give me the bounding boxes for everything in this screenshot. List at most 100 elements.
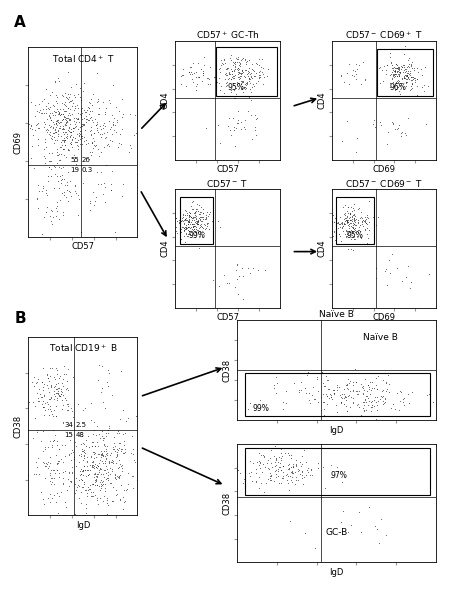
Point bbox=[86, 104, 93, 113]
Point bbox=[191, 208, 198, 218]
Point bbox=[89, 89, 96, 99]
Point bbox=[365, 382, 372, 392]
Point bbox=[62, 120, 69, 129]
Point bbox=[343, 406, 350, 416]
Point bbox=[272, 457, 279, 466]
Point bbox=[336, 222, 344, 231]
Point bbox=[397, 65, 404, 74]
Point bbox=[338, 218, 346, 228]
Point bbox=[40, 410, 48, 420]
Point bbox=[230, 72, 237, 81]
Point bbox=[391, 66, 399, 76]
Point bbox=[394, 79, 402, 88]
Point bbox=[360, 405, 368, 414]
Point bbox=[195, 231, 202, 240]
Point bbox=[55, 390, 63, 400]
Point bbox=[364, 381, 372, 390]
Point bbox=[335, 230, 342, 239]
Point bbox=[341, 392, 349, 401]
Point bbox=[367, 398, 374, 407]
Point bbox=[76, 92, 83, 102]
Point bbox=[59, 144, 67, 154]
Point bbox=[279, 467, 286, 477]
Point bbox=[399, 75, 406, 84]
Point bbox=[178, 214, 185, 223]
Point bbox=[360, 398, 368, 407]
Point bbox=[241, 85, 248, 94]
Point bbox=[119, 492, 127, 501]
Point bbox=[86, 205, 94, 215]
Point bbox=[44, 176, 51, 185]
Point bbox=[103, 474, 111, 483]
Point bbox=[228, 75, 235, 84]
Point bbox=[62, 369, 70, 379]
Point bbox=[59, 104, 67, 114]
Point bbox=[38, 399, 46, 408]
Point bbox=[103, 449, 111, 458]
Point bbox=[86, 110, 93, 119]
Point bbox=[180, 218, 187, 228]
Point bbox=[61, 466, 69, 476]
Point bbox=[396, 67, 404, 76]
Point bbox=[400, 73, 408, 83]
Point bbox=[409, 57, 416, 66]
Point bbox=[346, 215, 354, 224]
Point bbox=[109, 121, 117, 130]
Point bbox=[49, 436, 56, 446]
Point bbox=[349, 218, 356, 228]
Point bbox=[89, 479, 97, 488]
Point bbox=[382, 66, 390, 75]
Point bbox=[330, 389, 338, 398]
Point bbox=[336, 220, 344, 229]
Point bbox=[54, 385, 61, 394]
Point bbox=[64, 117, 71, 126]
Point bbox=[73, 137, 81, 147]
Point bbox=[95, 461, 102, 471]
X-axis label: CD57: CD57 bbox=[216, 165, 239, 175]
Point bbox=[69, 413, 77, 422]
Point bbox=[268, 458, 275, 468]
Point bbox=[230, 65, 237, 74]
Point bbox=[91, 453, 98, 462]
Point bbox=[395, 70, 403, 80]
Point bbox=[341, 208, 349, 217]
Point bbox=[49, 110, 56, 120]
Point bbox=[343, 68, 350, 78]
Point bbox=[202, 213, 210, 222]
Point bbox=[49, 131, 56, 140]
Point bbox=[76, 139, 83, 149]
Point bbox=[237, 72, 245, 81]
Point bbox=[43, 369, 50, 378]
Point bbox=[65, 145, 73, 155]
Point bbox=[272, 372, 280, 381]
Point bbox=[396, 387, 403, 396]
Point bbox=[307, 465, 314, 475]
Point bbox=[94, 98, 101, 107]
Point bbox=[53, 116, 60, 126]
Point bbox=[259, 63, 267, 72]
Point bbox=[360, 217, 368, 226]
Point bbox=[220, 271, 228, 280]
Point bbox=[402, 67, 410, 76]
Point bbox=[33, 427, 40, 437]
Point bbox=[104, 441, 111, 451]
Point bbox=[121, 496, 128, 506]
Point bbox=[237, 79, 245, 89]
Point bbox=[30, 373, 37, 382]
Point bbox=[103, 450, 110, 459]
Point bbox=[63, 129, 71, 139]
Point bbox=[104, 471, 112, 480]
Point bbox=[231, 61, 238, 70]
Point bbox=[374, 392, 381, 402]
Point bbox=[50, 161, 57, 170]
Point bbox=[243, 56, 250, 66]
Point bbox=[96, 458, 103, 468]
Point bbox=[43, 127, 50, 137]
Point bbox=[46, 405, 54, 414]
Point bbox=[333, 380, 341, 390]
Point bbox=[246, 78, 254, 88]
Point bbox=[382, 69, 390, 78]
Point bbox=[304, 463, 311, 472]
Point bbox=[83, 456, 91, 465]
Point bbox=[251, 72, 259, 81]
